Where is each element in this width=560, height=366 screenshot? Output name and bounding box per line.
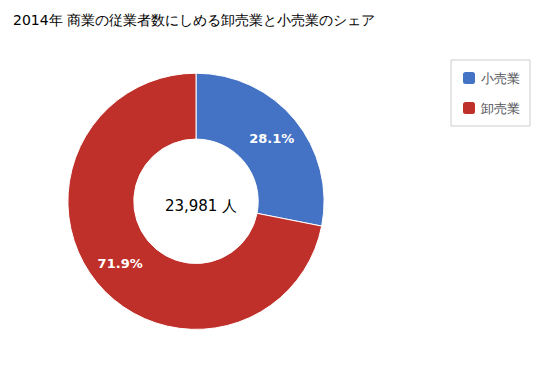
svg-text:28.1%: 28.1% <box>249 131 294 146</box>
svg-text:2014年 商業の従業者数にしめる卸売業と小売業のシェア: 2014年 商業の従業者数にしめる卸売業と小売業のシェア <box>13 12 375 28</box>
svg-text:小売業: 小売業 <box>481 71 520 86</box>
svg-text:卸売業: 卸売業 <box>481 101 520 116</box>
svg-text:23,981 人: 23,981 人 <box>165 197 237 215</box>
svg-text:71.9%: 71.9% <box>98 256 143 271</box>
